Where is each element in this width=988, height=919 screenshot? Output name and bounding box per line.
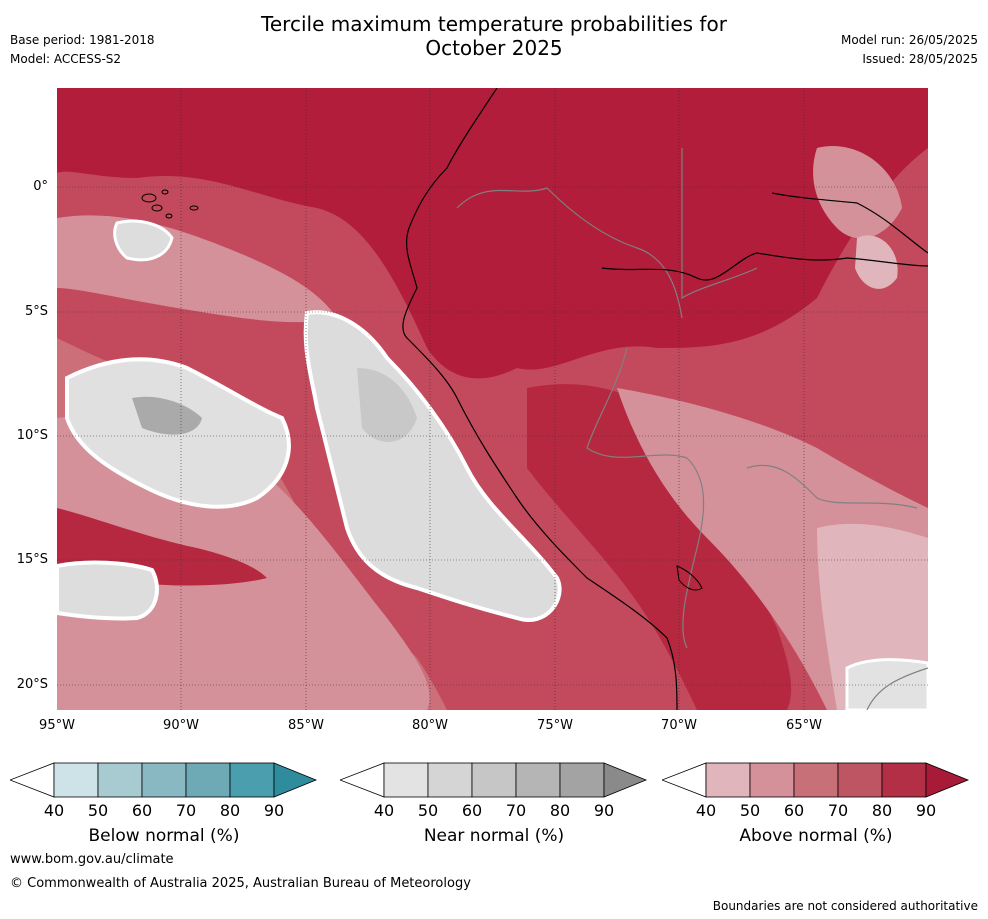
map-canvas [55, 87, 930, 712]
cb-near-tick-90: 90 [593, 801, 615, 820]
lat-label-5s: 5°S [24, 304, 48, 319]
cb-above-tick-80: 80 [871, 801, 893, 820]
lon-label-80w: 80°W [412, 718, 448, 733]
footer-disclaimer: Boundaries are not considered authoritat… [712, 899, 978, 913]
footer-url: www.bom.gov.au/climate [10, 852, 174, 867]
title-line-1: Tercile maximum temperature probabilitie… [261, 12, 727, 36]
base-period-text: Base period: 1981-2018 [10, 33, 155, 47]
coastline [402, 87, 678, 711]
model-text: Model: ACCESS-S2 [10, 52, 122, 66]
lat-label-10s: 10°S [16, 428, 48, 443]
colorbar-near-normal [338, 762, 648, 798]
cb-below-tick-70: 70 [175, 801, 197, 820]
lat-label-20s: 20°S [16, 677, 48, 692]
cb-below-tick-90: 90 [263, 801, 285, 820]
cb-near-tick-60: 60 [461, 801, 483, 820]
title-line-2: October 2025 [425, 36, 563, 60]
region-near-normal-west-core [132, 396, 202, 435]
colorbar-above-normal [660, 762, 970, 798]
cb-near-tick-50: 50 [417, 801, 439, 820]
model-run-text: Model run: 26/05/2025 [840, 33, 978, 47]
lake-titicaca [676, 565, 703, 591]
lon-label-65w: 65°W [786, 718, 822, 733]
probability-map [55, 87, 930, 712]
lon-label-85w: 85°W [288, 718, 324, 733]
national-borders [456, 148, 929, 711]
lat-label-0: 0° [33, 179, 48, 194]
cb-near-label: Near normal (%) [423, 826, 565, 846]
colorbar-below-graphic [8, 762, 318, 798]
colorbar-below-normal [8, 762, 318, 798]
lon-label-95w: 95°W [39, 718, 75, 733]
region-near-normal-northwest [113, 219, 174, 262]
region-near-normal-coastal-core [357, 368, 417, 442]
lat-label-15s: 15°S [16, 552, 48, 567]
cb-below-label: Below normal (%) [88, 826, 240, 846]
lon-label-75w: 75°W [537, 718, 573, 733]
region-above-40-northeast [855, 235, 898, 289]
cb-below-tick-50: 50 [87, 801, 109, 820]
map-title: Tercile maximum temperature probabilitie… [0, 12, 988, 60]
cb-near-tick-80: 80 [549, 801, 571, 820]
lon-label-90w: 90°W [163, 718, 199, 733]
cb-below-tick-60: 60 [131, 801, 153, 820]
rio-negro [771, 192, 929, 254]
footer-copyright: © Commonwealth of Australia 2025, Austra… [10, 876, 471, 891]
region-above-80-interior [527, 384, 792, 710]
colorbar-above-graphic [660, 762, 970, 798]
cb-above-tick-40: 40 [695, 801, 717, 820]
colorbar-near-graphic [338, 762, 648, 798]
cb-above-tick-70: 70 [827, 801, 849, 820]
cb-above-tick-60: 60 [783, 801, 805, 820]
region-near-normal-southwest [55, 560, 159, 621]
graticule [57, 88, 928, 710]
region-above-50-northeast [813, 146, 902, 239]
cb-near-tick-70: 70 [505, 801, 527, 820]
cb-above-tick-50: 50 [739, 801, 761, 820]
cb-near-tick-40: 40 [373, 801, 395, 820]
galapagos-islands [141, 189, 199, 219]
region-above-80-north [57, 88, 928, 379]
amazon-river [601, 252, 929, 281]
cb-above-tick-90: 90 [915, 801, 937, 820]
cb-below-tick-40: 40 [43, 801, 65, 820]
cb-below-tick-80: 80 [219, 801, 241, 820]
cb-above-label: Above normal (%) [739, 826, 893, 846]
issued-text: Issued: 28/05/2025 [862, 52, 978, 66]
lon-label-70w: 70°W [661, 718, 697, 733]
